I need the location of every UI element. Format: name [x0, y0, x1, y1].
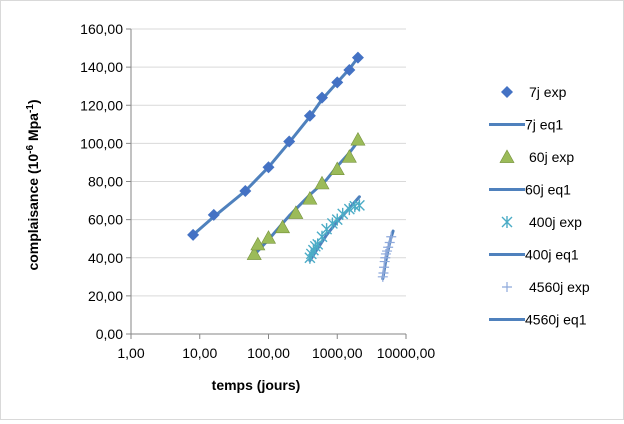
legend-marker — [502, 282, 512, 292]
data-point — [378, 268, 389, 278]
x-tick-label: 1,00 — [117, 345, 144, 361]
x-tick-label: 10,00 — [182, 345, 217, 361]
y-tick-label: 120,00 — [80, 97, 123, 113]
tick-labels: 0,00 20,00 40,00 60,00 80,00 100,00 120,00 140,… — [80, 21, 435, 361]
y-tick-label: 20,00 — [88, 288, 123, 304]
data-point — [207, 208, 220, 221]
legend-label: 60j eq1 — [525, 182, 571, 198]
legend-label: 400j exp — [529, 214, 582, 230]
y-tick-label: 60,00 — [88, 212, 123, 228]
legend-label: 4560j eq1 — [525, 312, 587, 328]
y-tick-label: 0,00 — [96, 326, 123, 342]
legend-label: 60j exp — [529, 149, 574, 165]
y-tick-label: 80,00 — [88, 174, 123, 190]
legend-label: 7j eq1 — [525, 117, 563, 133]
y-tick-label: 40,00 — [88, 250, 123, 266]
gridlines — [131, 28, 406, 297]
data-point — [337, 207, 349, 220]
data-point — [315, 91, 328, 104]
y-axis-title-sup2: -1 — [25, 104, 36, 113]
axes — [126, 28, 407, 339]
data-point — [341, 149, 357, 163]
x-tick-label: 100,00 — [247, 345, 290, 361]
y-axis-title-mid: Mpa — [25, 113, 41, 145]
y-axis-title: complaisance (10-6 Mpa-1) — [25, 99, 41, 270]
data-point — [250, 236, 266, 251]
data-point — [351, 51, 364, 64]
data-point — [288, 205, 304, 219]
legend-marker — [501, 86, 513, 98]
data-point — [331, 76, 344, 89]
data-point — [343, 63, 356, 76]
data-point — [275, 219, 291, 234]
data-point — [239, 185, 252, 198]
legend-label: 4560j exp — [529, 279, 590, 295]
legend-marker — [501, 216, 513, 228]
data-point — [283, 135, 296, 148]
data-point — [302, 191, 318, 205]
x-tick-label: 10000,00 — [377, 345, 436, 361]
data-point — [187, 228, 200, 241]
data-point — [246, 246, 262, 260]
series-line — [191, 56, 360, 237]
data-point — [384, 237, 395, 248]
data-point — [386, 231, 397, 242]
data-point — [350, 131, 366, 146]
y-axis-title-main: complaisance (10 — [25, 154, 41, 271]
legend-label: 7j exp — [529, 84, 567, 100]
x-axis-title: temps (jours) — [212, 377, 301, 393]
y-tick-label: 100,00 — [80, 135, 123, 151]
data-point — [383, 242, 394, 253]
y-axis-title-end: ) — [25, 99, 41, 104]
legend-marker — [499, 149, 515, 163]
y-axis-title-sup1: -6 — [25, 144, 36, 153]
y-tick-label: 160,00 — [80, 21, 123, 37]
legend-label: 400j eq1 — [525, 247, 579, 263]
data-point — [260, 230, 277, 244]
data-point — [314, 175, 330, 190]
x-tick-label: 1000,00 — [312, 345, 363, 361]
data-point — [343, 203, 355, 216]
data-point — [329, 161, 345, 176]
data-point — [262, 161, 275, 174]
plot-area — [187, 51, 397, 282]
y-tick-label: 140,00 — [80, 59, 123, 75]
data-point — [326, 217, 338, 230]
data-point — [353, 199, 365, 212]
data-point — [379, 262, 390, 273]
legend: 7j exp 7j eq1 60j exp 60j eq1 400j exp 400j e… — [489, 84, 590, 328]
data-point — [303, 109, 316, 122]
